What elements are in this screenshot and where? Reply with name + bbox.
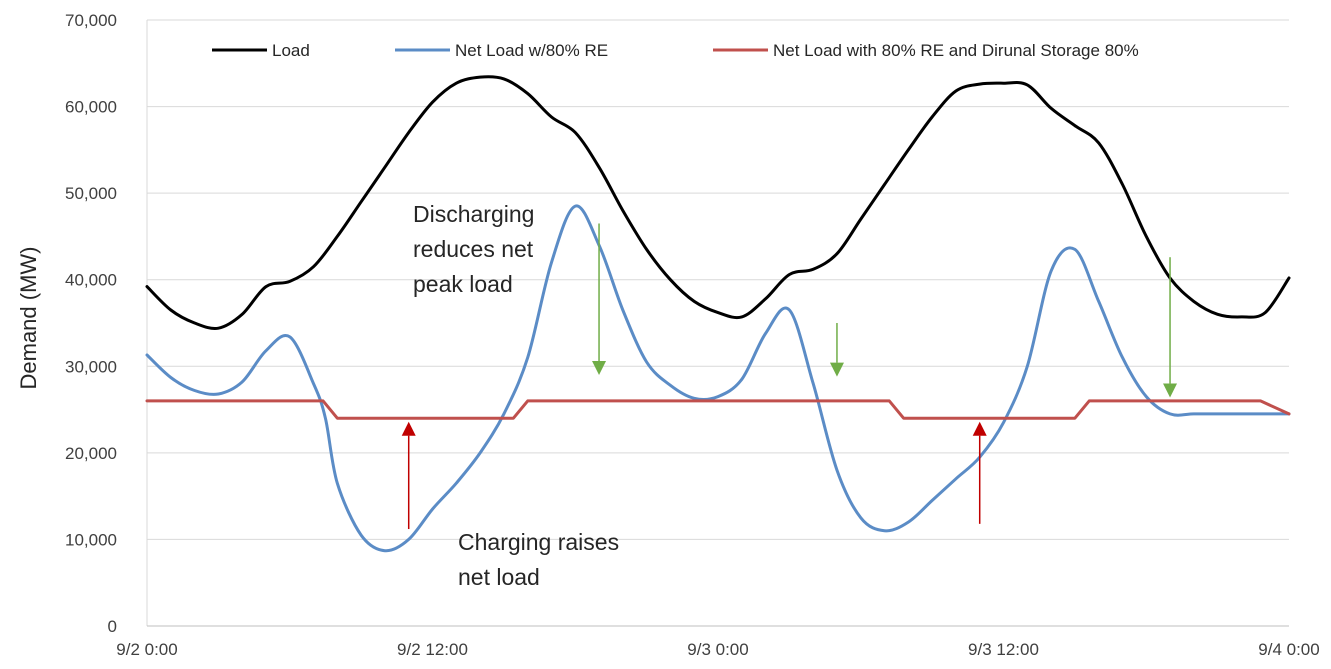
arrow-head xyxy=(401,421,416,436)
charging-annotation-line: net load xyxy=(458,564,540,590)
x-axis: 9/2 0:00 9/2 12:00 9/3 0:00 9/3 12:00 9/4 0:… xyxy=(116,625,1320,659)
y-tick-label: 70,000 xyxy=(65,11,117,30)
y-tick-label: 30,000 xyxy=(65,357,117,376)
discharging-arrow xyxy=(829,323,844,377)
legend-label: Load xyxy=(272,41,310,60)
legend-label: Net Load w/80% RE xyxy=(455,41,608,60)
charging-annotation-line: Charging raises xyxy=(458,529,619,555)
arrow-head xyxy=(1163,383,1178,398)
legend-item-net-load: Net Load w/80% RE xyxy=(395,41,608,60)
x-tick-label: 9/2 12:00 xyxy=(397,640,468,659)
legend: Load Net Load w/80% RE Net Load with 80% R… xyxy=(212,41,1139,60)
y-axis-title: Demand (MW) xyxy=(16,246,41,389)
annotations: Discharging reduces net peak load Charging … xyxy=(413,201,619,590)
charging-arrow xyxy=(972,421,987,524)
discharging-annotation-line: peak load xyxy=(413,271,513,297)
arrow-head xyxy=(972,421,987,436)
net-load-80re-line xyxy=(145,204,1291,553)
discharging-annotation-line: Discharging xyxy=(413,201,534,227)
charging-arrow xyxy=(401,421,416,530)
x-tick-label: 9/3 0:00 xyxy=(687,640,748,659)
arrow-head xyxy=(592,360,607,375)
legend-label: Net Load with 80% RE and Dirunal Storage… xyxy=(773,41,1139,60)
legend-item-load: Load xyxy=(212,41,310,60)
discharging-arrow xyxy=(1163,257,1178,398)
gridlines xyxy=(147,19,1289,540)
y-tick-label: 0 xyxy=(108,617,117,636)
arrow-head xyxy=(829,362,844,377)
y-tick-label: 50,000 xyxy=(65,184,117,203)
annotation-arrows xyxy=(401,223,1178,530)
x-tick-label: 9/3 12:00 xyxy=(968,640,1039,659)
load-line xyxy=(145,75,1291,331)
y-tick-label: 40,000 xyxy=(65,271,117,290)
y-tick-label: 20,000 xyxy=(65,444,117,463)
y-axis: 0 10,000 20,000 30,000 40,000 50,000 60,000 70,… xyxy=(65,11,148,636)
discharging-arrow xyxy=(592,223,607,375)
y-tick-label: 10,000 xyxy=(65,530,117,549)
net-load-storage-line xyxy=(145,399,1291,420)
x-tick-label: 9/4 0:00 xyxy=(1258,640,1319,659)
x-tick-label: 9/2 0:00 xyxy=(116,640,177,659)
series-lines xyxy=(145,75,1291,553)
legend-item-storage: Net Load with 80% RE and Dirunal Storage… xyxy=(713,41,1139,60)
discharging-annotation-line: reduces net xyxy=(413,236,534,262)
y-tick-label: 60,000 xyxy=(65,98,117,117)
